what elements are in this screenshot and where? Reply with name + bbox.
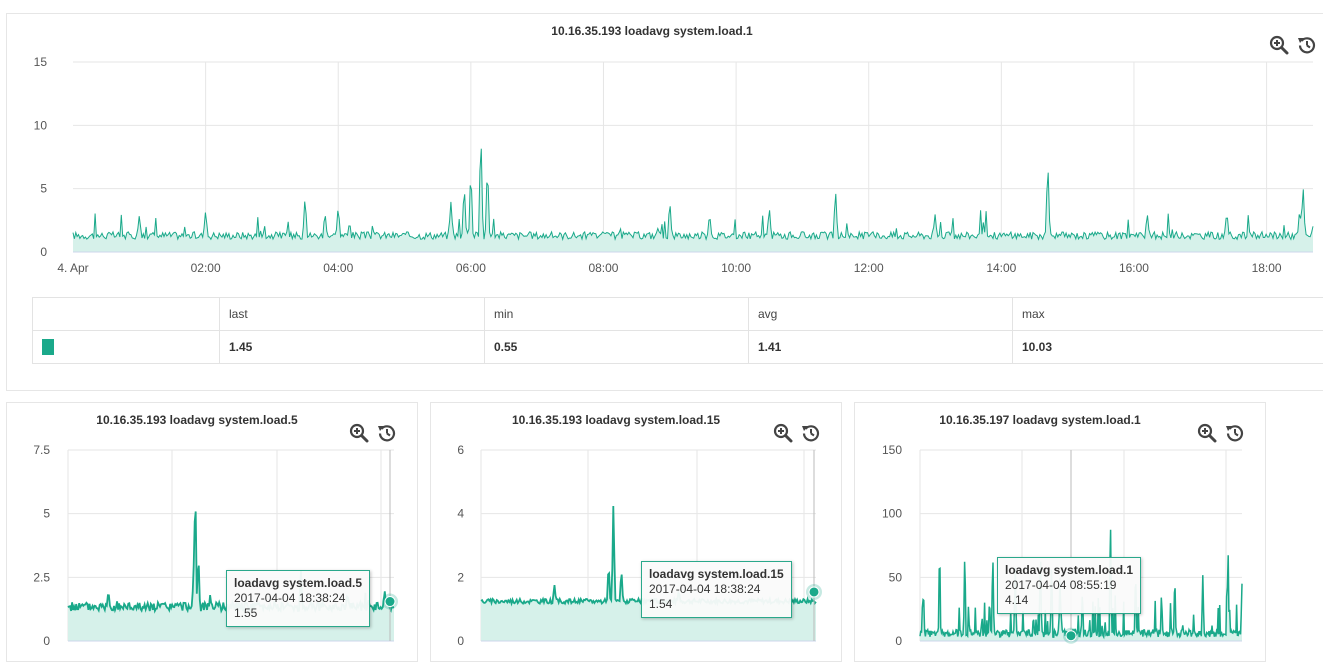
y-tick-label: 7.5 <box>33 443 50 457</box>
tooltip-series-name: loadavg system.load.5 <box>234 576 362 591</box>
hover-marker <box>385 597 395 607</box>
hover-marker <box>1066 631 1076 641</box>
tooltip-time: 2017-04-04 08:55:19 <box>1005 578 1133 593</box>
tooltip-time: 2017-04-04 18:38:24 <box>649 582 784 597</box>
y-tick-label: 100 <box>882 507 902 521</box>
tooltip-series-name: loadavg system.load.15 <box>649 567 784 582</box>
y-tick-label: 0 <box>43 634 50 648</box>
tooltip-series-name: loadavg system.load.1 <box>1005 563 1133 578</box>
tooltip-value: 1.55 <box>234 606 362 621</box>
y-tick-label: 4 <box>457 507 464 521</box>
y-tick-label: 0 <box>895 634 902 648</box>
y-tick-label: 150 <box>882 443 902 457</box>
y-tick-label: 5 <box>43 507 50 521</box>
tooltip-time: 2017-04-04 18:38:24 <box>234 591 362 606</box>
tooltip-value: 4.14 <box>1005 593 1133 608</box>
y-tick-label: 6 <box>457 443 464 457</box>
hover-marker <box>809 587 819 597</box>
chart-tooltip: loadavg system.load.1 2017-04-04 08:55:1… <box>997 557 1141 614</box>
chart-tooltip: loadavg system.load.15 2017-04-04 18:38:… <box>641 561 792 618</box>
y-tick-label: 50 <box>889 570 903 584</box>
small-charts: 0 2.5 5 7.5 0 2 4 6 0 50 100 150 <box>0 0 1323 648</box>
y-tick-label: 2.5 <box>33 570 50 584</box>
y-tick-label: 0 <box>457 634 464 648</box>
tooltip-value: 1.54 <box>649 597 784 612</box>
chart-tooltip: loadavg system.load.5 2017-04-04 18:38:2… <box>226 570 370 627</box>
y-tick-label: 2 <box>457 570 464 584</box>
